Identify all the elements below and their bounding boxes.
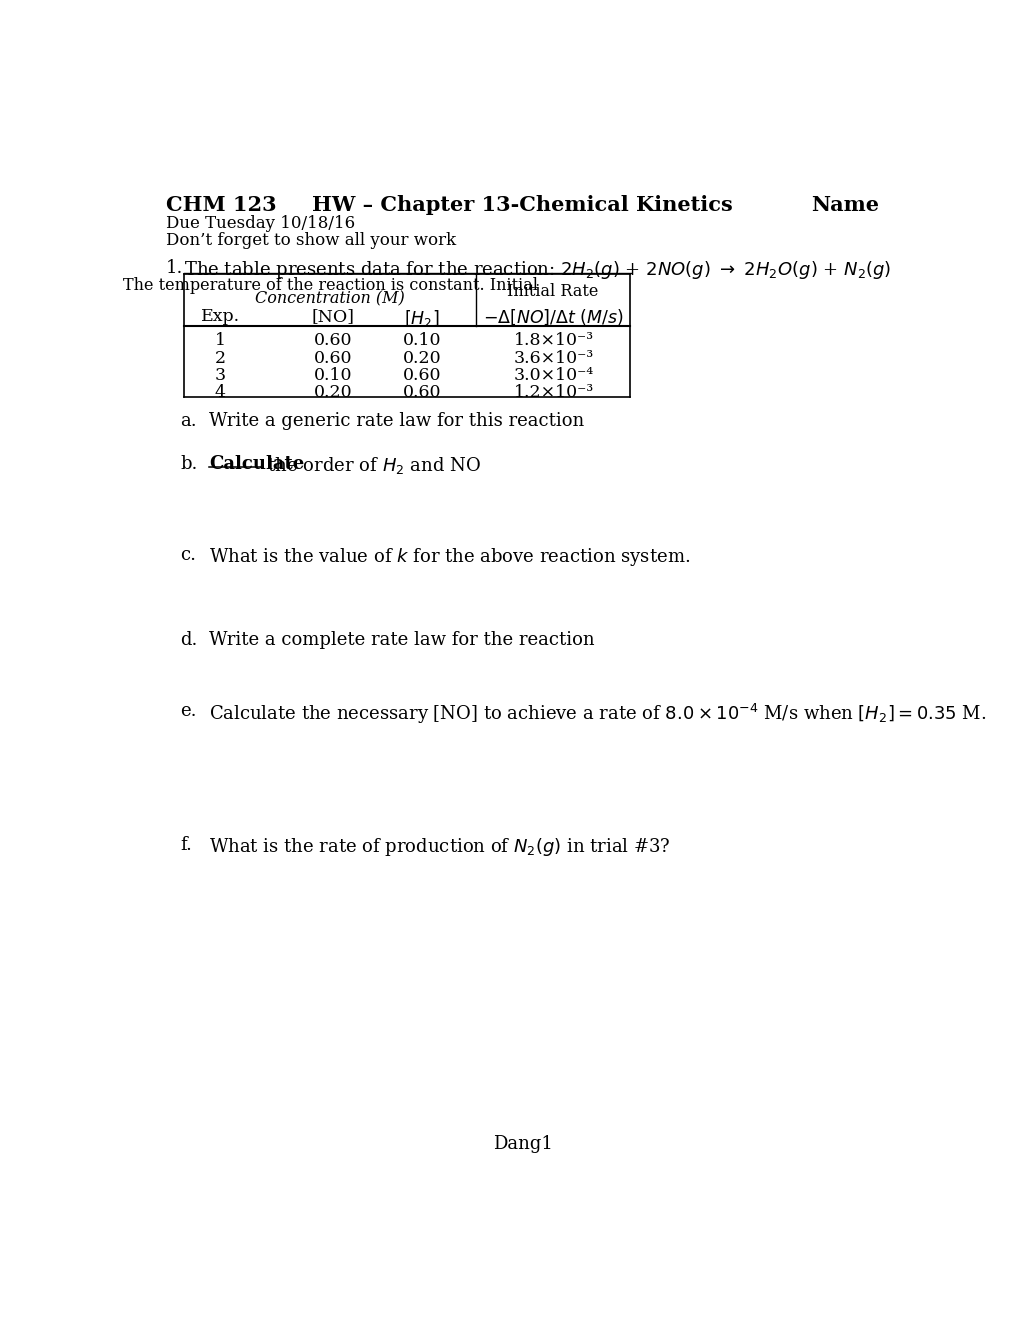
- Text: Due Tuesday 10/18/16: Due Tuesday 10/18/16: [166, 215, 355, 232]
- Text: CHM 123: CHM 123: [166, 195, 276, 215]
- Text: What is the rate of production of $N_2(g)$ in trial #3?: What is the rate of production of $N_2(g…: [209, 836, 669, 858]
- Text: The table presents data for the reaction: $2H_2(g)$ + $2NO(g)$ $\rightarrow$ $2H: The table presents data for the reaction…: [183, 259, 891, 281]
- Text: Dang1: Dang1: [492, 1135, 552, 1152]
- Text: 0.20: 0.20: [313, 384, 352, 401]
- Text: 1.8×10⁻³: 1.8×10⁻³: [514, 333, 593, 350]
- Text: 2: 2: [215, 350, 226, 367]
- Text: e.: e.: [180, 702, 197, 719]
- Text: 1.2×10⁻³: 1.2×10⁻³: [514, 384, 593, 401]
- Text: 3.0×10⁻⁴: 3.0×10⁻⁴: [514, 367, 593, 384]
- Text: 3: 3: [215, 367, 226, 384]
- Text: 1: 1: [215, 333, 226, 350]
- Text: a.: a.: [180, 412, 197, 430]
- Text: [NO]: [NO]: [311, 308, 354, 325]
- Text: 3.6×10⁻³: 3.6×10⁻³: [514, 350, 593, 367]
- Text: b.: b.: [180, 455, 198, 473]
- Text: Exp.: Exp.: [201, 308, 239, 325]
- Text: 4: 4: [215, 384, 226, 401]
- Text: 0.20: 0.20: [403, 350, 441, 367]
- Text: 0.60: 0.60: [313, 333, 352, 350]
- Text: 1.: 1.: [166, 259, 183, 276]
- Text: 0.60: 0.60: [403, 384, 441, 401]
- Text: Write a complete rate law for the reaction: Write a complete rate law for the reacti…: [209, 631, 594, 649]
- Text: Concentration (M): Concentration (M): [255, 290, 405, 308]
- Text: Calculate: Calculate: [209, 455, 304, 473]
- Text: f.: f.: [180, 836, 192, 854]
- Text: Name: Name: [810, 195, 878, 215]
- Text: the order of $H_2$ and NO: the order of $H_2$ and NO: [261, 455, 480, 475]
- Text: c.: c.: [180, 545, 196, 564]
- Text: $[H_2]$: $[H_2]$: [404, 308, 439, 329]
- Text: 0.10: 0.10: [313, 367, 352, 384]
- Text: 0.60: 0.60: [403, 367, 441, 384]
- Text: Write a generic rate law for this reaction: Write a generic rate law for this reacti…: [209, 412, 584, 430]
- Text: $-\Delta[NO]/\Delta t\ (M/s)$: $-\Delta[NO]/\Delta t\ (M/s)$: [483, 308, 624, 327]
- Text: 0.10: 0.10: [403, 333, 441, 350]
- Text: What is the value of $k$ for the above reaction system.: What is the value of $k$ for the above r…: [209, 545, 690, 568]
- Text: HW – Chapter 13-Chemical Kinetics: HW – Chapter 13-Chemical Kinetics: [312, 195, 733, 215]
- Text: Don’t forget to show all your work: Don’t forget to show all your work: [166, 231, 455, 248]
- Text: The temperature of the reaction is constant. Initial: The temperature of the reaction is const…: [122, 277, 537, 294]
- Text: d.: d.: [180, 631, 198, 649]
- Text: Initial Rate: Initial Rate: [506, 284, 598, 300]
- Text: Calculate the necessary [NO] to achieve a rate of $8.0\times10^{-4}$ M/s when $[: Calculate the necessary [NO] to achieve …: [209, 702, 985, 726]
- Text: 0.60: 0.60: [313, 350, 352, 367]
